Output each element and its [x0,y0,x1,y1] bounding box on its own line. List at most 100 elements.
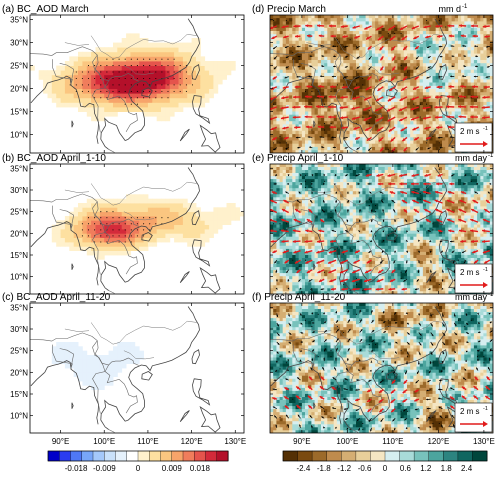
panel-f-field [270,303,493,433]
colorbar-swatch [104,450,117,462]
lat-tick-label: 35°N [10,303,28,312]
lon-tick-label: 120°E [427,437,449,446]
colorbar-precip: -2.4 -1.8 -1.2 -0.6 0 0.6 1.2 1.8 2.4 [282,450,488,473]
colorbar-swatch [355,450,371,462]
panel-e: (e) Precip April_1-10 mm day -1 2 m s -1 [252,153,494,295]
panel-c: (c) BC_AOD April_11-20 35°N 30°N 25°N 20°N 1… [2,292,246,446]
colorbar-swatch [384,450,401,462]
lat-tick-label: 20°N [10,229,28,238]
colorbar-tick-label: -1.2 [337,464,351,473]
panel-d-axis-ticks [270,15,493,153]
colorbar-swatch [59,450,72,462]
colorbar-swatch [171,450,184,462]
colorbar-tick-label: -0.009 [93,464,116,473]
panel-f-reference-vector: 2 m s -1 [454,402,493,433]
panel-f-reference-vector-exponent: -1 [483,406,488,412]
colorbar-swatch [457,450,473,462]
panel-e-frame [269,163,494,295]
colorbar-swatch [70,450,83,462]
panel-f: (f) Precip April_11-20 mm day -1 2 m s -1… [252,292,495,446]
panel-d-wind-vectors [270,24,490,153]
colorbar-tick-label: -2.4 [297,464,311,473]
panel-b-coastlines [30,167,221,294]
panel-c-coastlines [30,306,221,433]
panel-d-field [270,15,493,153]
panel-a-map: 35°N 30°N 25°N 20°N 15°N 10°N [10,14,245,154]
lat-tick-label: 15°N [10,251,28,260]
lat-tick-label: 20°N [10,85,28,94]
panel-f-axis-ticks [270,303,493,433]
panel-b-map: 35°N 30°N 25°N 20°N 15°N 10°N [10,163,245,295]
panel-e-reference-vector-label: 2 m s [460,268,480,277]
panel-e-map: 2 m s -1 [269,163,494,295]
lat-tick-label: 15°N [10,390,28,399]
panel-a-title: (a) BC_AOD March [2,4,89,15]
colorbar-swatch [472,450,488,462]
colorbar-swatch [399,450,415,462]
panel-e-reference-vector: 2 m s -1 [454,263,493,294]
panel-f-wind-vectors [272,309,493,432]
lat-tick-label: 30°N [10,39,28,48]
colorbar-swatch [81,450,94,462]
panel-a-stipple [69,58,194,105]
lat-tick-label: 10°N [10,131,28,140]
panel-d-title: (d) Precip March [252,4,326,15]
lat-tick-label: 25°N [10,208,28,217]
panel-c-frame [29,302,245,434]
lon-tick-label: 100°E [93,437,115,446]
colorbar-tick-label: 2.4 [461,464,473,473]
lat-tick-label: 20°N [10,368,28,377]
panel-e-unit: mm day [455,153,488,163]
panel-e-stipple [273,168,491,292]
panel-b: (b) BC_AOD April_1-10 35°N 30°N 25°N 20°N 15… [2,153,245,295]
colorbar-tick-label: 0.018 [190,464,211,473]
colorbar-swatch [160,450,173,462]
colorbar-swatch [311,450,328,462]
panel-c-title: (c) BC_AOD April_11-20 [2,292,111,303]
lon-tick-label: 110°E [382,437,403,446]
lon-tick-label: 120°E [181,437,203,446]
panel-d-unit-exponent: -1 [462,4,468,10]
panel-d: (d) Precip March mm d -1 2 m s -1 [252,4,494,154]
colorbar-swatch [341,450,357,462]
panel-d-reference-vector-label: 2 m s [460,127,480,136]
lat-tick-label: 10°N [10,273,28,282]
panel-b-axis-ticks [30,164,244,294]
panel-b-title: (b) BC_AOD April_1-10 [2,153,106,164]
panel-a-coastlines [30,18,221,153]
lon-tick-label: 90°E [52,437,69,446]
colorbar-swatch [282,450,299,462]
colorbar-swatch [126,450,139,462]
panel-f-title: (f) Precip April_11-20 [252,292,346,303]
panel-f-reference-vector-label: 2 m s [460,407,480,416]
colorbar-tick-label: -0.6 [358,464,372,473]
panel-d-unit: mm d [439,4,462,14]
lat-tick-label: 35°N [10,16,28,25]
panel-f-unit-exponent: -1 [488,292,494,298]
colorbar-swatch [216,450,229,462]
panel-c-map: 35°N 30°N 25°N 20°N 15°N 10°N 90°E 100°E 110°E 12… [10,302,246,446]
panel-e-field [270,164,493,294]
lat-tick-label: 35°N [10,164,28,173]
panel-a-frame [29,14,245,154]
panel-d-reference-vector: 2 m s -1 [454,122,493,153]
lat-tick-label: 30°N [10,325,28,334]
panel-d-coastlines [270,18,469,153]
colorbar-swatch [443,450,459,462]
panel-e-reference-vector-exponent: -1 [483,267,488,273]
colorbar-tick-label: -1.8 [317,464,331,473]
colorbar-swatch [182,450,195,462]
colorbar-tick-label: 0.6 [400,464,412,473]
lat-tick-label: 25°N [10,347,28,356]
panel-b-field [30,164,244,294]
panel-d-stipple [273,19,491,150]
lat-tick-label: 30°N [10,186,28,195]
panel-f-map: 2 m s -1 90°E 100°E 110°E 120°E 130°E [269,302,495,446]
colorbar-swatch [205,450,218,462]
panel-a-axis-ticks [30,15,244,153]
panel-e-coastlines [270,167,469,294]
colorbar-swatch [92,450,105,462]
lon-tick-label: 100°E [336,437,358,446]
panel-e-axis-ticks [270,164,493,294]
